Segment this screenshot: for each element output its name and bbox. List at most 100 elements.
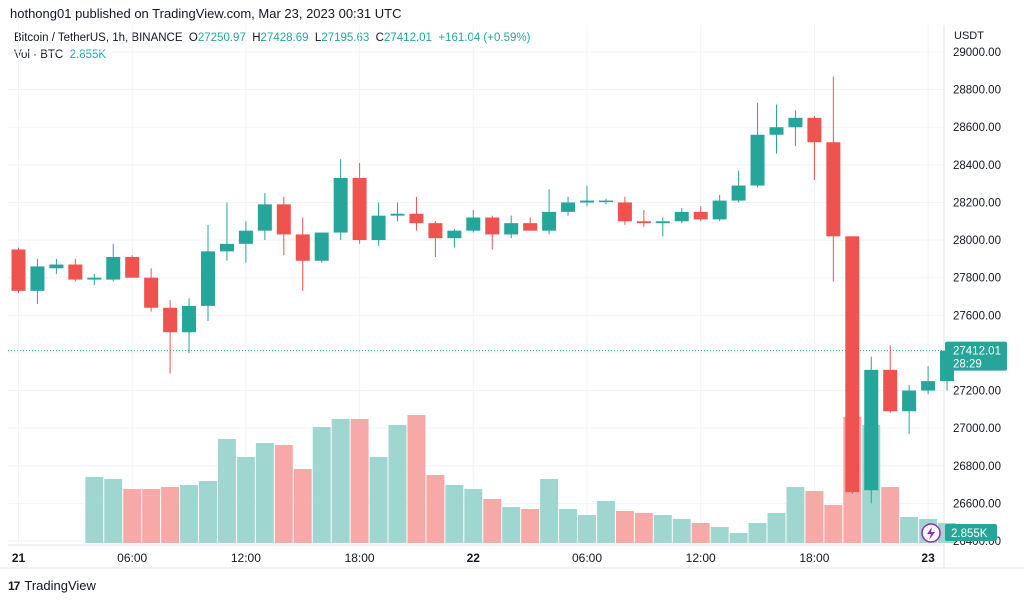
candle-body xyxy=(371,215,386,241)
volume-bar xyxy=(369,457,388,543)
x-tick-label: 18:00 xyxy=(345,551,375,565)
high-value: 27428.69 xyxy=(260,32,309,44)
volume-bar xyxy=(161,487,180,543)
candle-body xyxy=(49,264,64,269)
volume-bar xyxy=(104,479,123,543)
candle-body xyxy=(580,200,594,203)
candle-body xyxy=(598,200,613,203)
low-value: 27195.63 xyxy=(321,32,370,44)
volume-bar xyxy=(274,445,293,543)
volume-badge xyxy=(945,524,997,541)
volume-bar xyxy=(199,481,217,543)
footer-brand[interactable]: 17 TradingView xyxy=(8,578,96,593)
x-tick-label: 06:00 xyxy=(572,551,602,565)
low-label: L xyxy=(314,32,322,44)
candle-body xyxy=(333,178,348,233)
candle-body xyxy=(655,221,670,224)
x-tick-label: 12:00 xyxy=(231,551,261,565)
price-badge xyxy=(945,341,1007,371)
candle-body xyxy=(921,381,936,391)
volume-bar xyxy=(748,523,767,543)
candle-body xyxy=(182,305,197,333)
lightning-icon-glyph xyxy=(927,527,935,540)
candle-body xyxy=(788,117,803,128)
volume-bar xyxy=(596,501,615,543)
volume-bar xyxy=(710,527,729,543)
volume-bar xyxy=(350,419,369,543)
candle-body xyxy=(845,236,860,493)
candle-body xyxy=(30,266,45,291)
candle-body xyxy=(731,185,746,201)
y-tick-label: 29000.00 xyxy=(953,47,1001,59)
high-label: H xyxy=(252,32,261,44)
volume-bar xyxy=(464,489,483,543)
y-tick-label: 26600.00 xyxy=(953,498,1001,510)
volume-bar xyxy=(180,485,199,543)
candle-body xyxy=(447,230,462,239)
x-tick-label: 06:00 xyxy=(117,551,147,565)
volume-bar xyxy=(85,477,104,543)
candle-body xyxy=(257,204,272,231)
candle-body xyxy=(219,243,234,252)
close-value: 27412.01 xyxy=(383,32,432,44)
y-tick-label: 26800.00 xyxy=(953,461,1001,473)
volume-bar xyxy=(407,415,426,543)
open-label: O xyxy=(188,32,198,44)
x-tick-label: 23 xyxy=(921,551,935,565)
volume-bar xyxy=(559,509,578,543)
volume-bar xyxy=(142,489,161,543)
y-tick-label: 28800.00 xyxy=(953,85,1001,97)
volume-bar xyxy=(217,439,236,543)
candle-body xyxy=(504,223,519,235)
candle-body xyxy=(87,277,102,280)
x-tick-label: 21 xyxy=(12,551,26,565)
y-tick-label: 27800.00 xyxy=(953,273,1001,285)
candle-body xyxy=(636,221,651,224)
volume-bar xyxy=(255,443,274,543)
candle-body xyxy=(428,223,443,239)
candle-body xyxy=(106,257,121,280)
price-badge-countdown: 28:29 xyxy=(953,359,982,371)
x-tick-label: 22 xyxy=(467,551,481,565)
volume-bar xyxy=(331,419,350,543)
candle-body xyxy=(201,251,215,306)
close-label: C xyxy=(375,32,384,44)
volume-bar xyxy=(123,489,142,543)
volume-bar xyxy=(293,469,312,543)
y-tick-label: 27200.00 xyxy=(953,386,1001,398)
y-tick-label: 27600.00 xyxy=(953,310,1001,322)
volume-bar xyxy=(634,513,653,543)
candle-body xyxy=(276,204,291,235)
candle-body xyxy=(144,277,159,308)
volume-bar xyxy=(445,485,464,543)
candle-body xyxy=(390,213,405,216)
candle-body xyxy=(485,217,500,235)
volume-badge-value: 2.855K xyxy=(951,528,988,540)
x-tick-label: 12:00 xyxy=(686,551,716,565)
volume-bar xyxy=(767,513,786,543)
candle-body xyxy=(826,142,841,237)
symbol-name[interactable]: Bitcoin / TetherUS, 1h, BINANCE xyxy=(14,32,183,44)
candle-body xyxy=(674,211,689,222)
candle-body xyxy=(712,200,727,220)
candle-body xyxy=(125,257,140,278)
currency-label[interactable]: USDT xyxy=(954,30,984,42)
volume-bar xyxy=(824,505,843,543)
candle-body xyxy=(466,217,481,231)
volume-bar xyxy=(653,515,672,543)
candle-body xyxy=(864,369,879,491)
y-tick-label: 28200.00 xyxy=(953,197,1001,209)
candle-body xyxy=(902,390,917,412)
volume-bar xyxy=(578,515,596,543)
volume-bar xyxy=(672,519,691,543)
y-tick-label: 27000.00 xyxy=(953,423,1001,435)
open-value: 27250.97 xyxy=(197,32,246,44)
candle-body xyxy=(295,234,310,261)
volume-bar xyxy=(521,509,540,543)
candle-body xyxy=(314,232,329,261)
volume-bar xyxy=(881,487,900,543)
candle-body xyxy=(352,178,367,241)
candle-body xyxy=(617,202,632,222)
volume-bar xyxy=(691,523,710,543)
